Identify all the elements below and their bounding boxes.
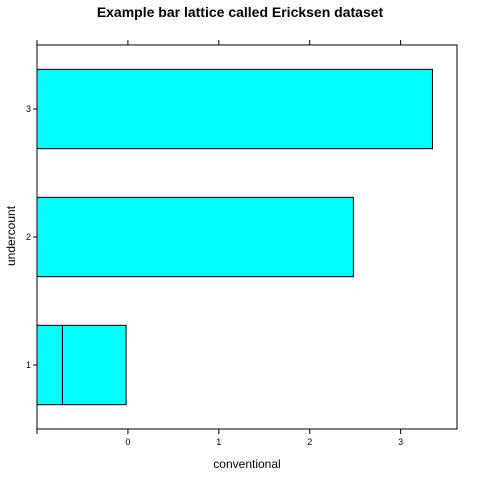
x-tick-label-1: 1 — [216, 437, 221, 447]
chart-title: Example bar lattice called Ericksen data… — [97, 4, 384, 20]
bar-1-segment-2 — [36, 324, 63, 406]
x-tick-label-0: 0 — [125, 437, 130, 447]
plot-area: 1 2 3 0 1 2 3 — [26, 40, 458, 447]
y-tick-label-2: 2 — [26, 232, 31, 242]
x-tick-label-3: 3 — [398, 437, 403, 447]
bar-3-segment-1 — [36, 68, 433, 150]
bar-2-segment-1 — [36, 196, 354, 278]
bar-1-segment-3 — [61, 324, 127, 406]
x-tick-label-2: 2 — [307, 437, 312, 447]
y-tick-label-3: 3 — [26, 104, 31, 114]
x-axis-label: conventional — [213, 457, 280, 471]
y-axis-label: undercount — [4, 205, 18, 266]
y-tick-label-1: 1 — [26, 360, 31, 370]
